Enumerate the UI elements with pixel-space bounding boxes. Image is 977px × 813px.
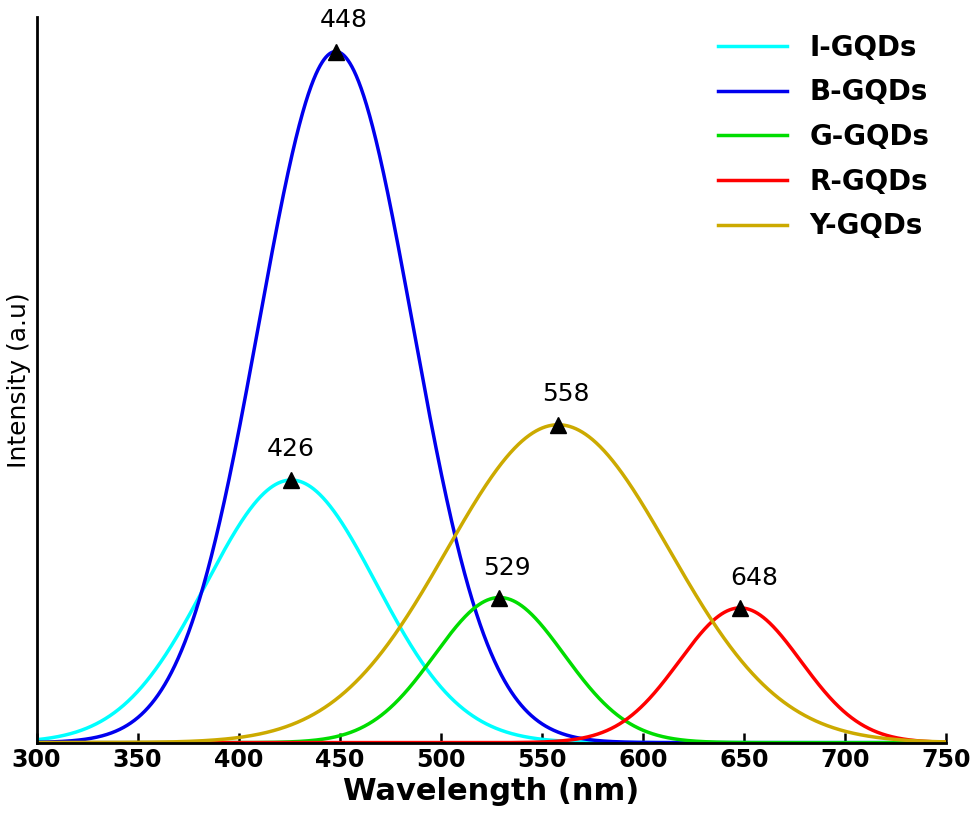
Y-GQDs [824, 722, 835, 732]
Y-GQDs [30, 737, 42, 747]
Text: 558: 558 [541, 381, 589, 406]
Text: 426: 426 [267, 437, 315, 461]
Y-GQDs [418, 583, 430, 593]
R-GQDs [134, 737, 146, 747]
R-GQDs [379, 737, 391, 747]
R-GQDs [922, 737, 934, 746]
Y-GQDs [379, 642, 391, 652]
B-GQDs [922, 737, 934, 747]
G-GQDs [418, 663, 430, 673]
G-GQDs [30, 737, 42, 747]
G-GQDs [493, 593, 505, 602]
X-axis label: Wavelength (nm): Wavelength (nm) [343, 777, 639, 806]
Line: G-GQDs: G-GQDs [36, 598, 946, 742]
Y-GQDs [134, 737, 146, 747]
Text: 448: 448 [319, 8, 367, 33]
I-GQDs [30, 735, 42, 745]
Y-axis label: Intensity (a.u): Intensity (a.u) [7, 292, 31, 467]
G-GQDs [189, 737, 200, 747]
Line: I-GQDs: I-GQDs [36, 480, 946, 742]
Y-GQDs [922, 737, 934, 746]
I-GQDs [379, 596, 391, 606]
Line: B-GQDs: B-GQDs [36, 51, 946, 742]
B-GQDs [134, 711, 146, 720]
B-GQDs [940, 737, 952, 747]
B-GQDs [30, 737, 42, 747]
Text: 648: 648 [729, 566, 777, 590]
Y-GQDs [552, 420, 564, 429]
G-GQDs [922, 737, 934, 747]
B-GQDs [824, 737, 835, 747]
R-GQDs [940, 737, 952, 747]
I-GQDs [922, 737, 934, 747]
I-GQDs [134, 684, 146, 693]
B-GQDs [379, 178, 391, 188]
Y-GQDs [940, 737, 952, 747]
G-GQDs [824, 737, 835, 747]
G-GQDs [379, 707, 391, 717]
I-GQDs [824, 737, 835, 747]
Text: 529: 529 [483, 556, 531, 580]
R-GQDs [824, 693, 835, 703]
Line: R-GQDs: R-GQDs [36, 608, 946, 742]
B-GQDs [189, 611, 200, 620]
G-GQDs [134, 737, 146, 747]
B-GQDs [329, 46, 341, 56]
B-GQDs [419, 386, 431, 396]
R-GQDs [189, 737, 200, 747]
R-GQDs [734, 603, 745, 613]
Line: Y-GQDs: Y-GQDs [36, 424, 946, 742]
R-GQDs [30, 737, 42, 747]
I-GQDs [189, 601, 200, 611]
I-GQDs [419, 662, 431, 672]
Y-GQDs [189, 737, 200, 746]
G-GQDs [940, 737, 952, 747]
Legend: I-GQDs, B-GQDs, G-GQDs, R-GQDs, Y-GQDs: I-GQDs, B-GQDs, G-GQDs, R-GQDs, Y-GQDs [706, 23, 940, 251]
R-GQDs [418, 737, 430, 747]
I-GQDs [285, 475, 297, 485]
I-GQDs [940, 737, 952, 747]
